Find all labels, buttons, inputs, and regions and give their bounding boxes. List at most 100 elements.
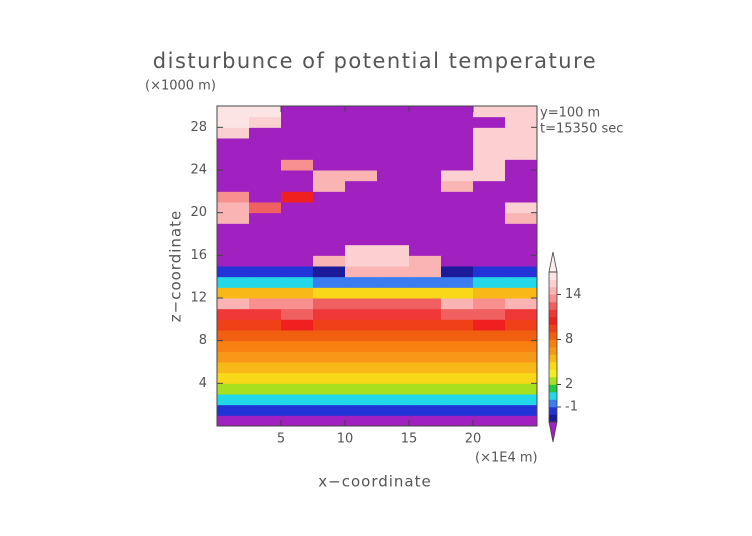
heat-cell — [217, 170, 250, 182]
plot-frame — [216, 105, 538, 427]
colorbar-bin — [549, 302, 557, 310]
heat-cell — [473, 255, 506, 267]
heat-cell — [409, 159, 442, 171]
heat-cell — [249, 202, 282, 214]
heat-cell — [281, 234, 314, 246]
heat-cell — [313, 394, 346, 406]
heat-cell — [505, 255, 538, 267]
heat-cell — [377, 266, 410, 278]
heat-cell — [441, 372, 474, 384]
heat-cell — [505, 244, 538, 256]
heat-cell — [217, 180, 250, 192]
heat-cell — [505, 351, 538, 363]
colorbar-bin — [549, 369, 557, 378]
heat-cell — [281, 351, 314, 363]
heat-cell — [409, 127, 442, 139]
heat-cell — [345, 362, 378, 374]
heat-cell — [217, 255, 250, 267]
heat-cell — [313, 116, 346, 128]
heat-cell — [281, 404, 314, 416]
heat-cell — [249, 212, 282, 224]
heat-cell — [281, 106, 314, 118]
heat-cell — [473, 234, 506, 246]
heat-cell — [441, 106, 474, 118]
heat-cell — [409, 106, 442, 118]
heat-cell — [473, 340, 506, 352]
heat-cell — [409, 170, 442, 182]
heat-cell — [473, 319, 506, 331]
heat-cell — [281, 202, 314, 214]
heat-cell — [441, 287, 474, 299]
x-tick-label: 15 — [401, 432, 418, 447]
heat-cell — [281, 308, 314, 320]
heat-cell — [217, 212, 250, 224]
colorbar-bin — [549, 332, 557, 340]
heat-cell — [505, 340, 538, 352]
colorbar-bin — [549, 414, 557, 423]
heat-cell — [345, 276, 378, 288]
heat-cell — [313, 383, 346, 395]
heat-cell — [409, 266, 442, 278]
y-unit: (×1000 m) — [145, 79, 216, 94]
heat-cell — [249, 308, 282, 320]
colorbar-bin — [549, 272, 557, 280]
heat-cell — [217, 362, 250, 374]
heat-cell — [281, 223, 314, 235]
heat-cell — [217, 298, 250, 310]
heat-cell — [249, 319, 282, 331]
heat-cell — [441, 159, 474, 171]
heat-cell — [345, 415, 378, 427]
heat-cell — [281, 383, 314, 395]
heat-cell — [345, 255, 378, 267]
heat-cell — [441, 234, 474, 246]
heat-cell — [217, 266, 250, 278]
heat-cell — [473, 212, 506, 224]
heat-cell — [409, 330, 442, 342]
y-tick-label: 24 — [190, 163, 207, 178]
heat-cell — [281, 394, 314, 406]
heat-cell — [441, 202, 474, 214]
x-axis-label: x−coordinate — [318, 473, 431, 491]
heat-cell — [217, 234, 250, 246]
heat-cell — [249, 287, 282, 299]
heat-cell — [313, 223, 346, 235]
heat-cell — [313, 138, 346, 150]
heat-cell — [377, 138, 410, 150]
heat-cell — [377, 330, 410, 342]
heat-cell — [249, 191, 282, 203]
heat-cell — [409, 404, 442, 416]
heat-cell — [249, 266, 282, 278]
heat-cell — [281, 212, 314, 224]
colorbar-bin — [549, 399, 557, 408]
heat-cell — [281, 372, 314, 384]
heat-cell — [345, 180, 378, 192]
heat-cell — [473, 138, 506, 150]
heat-cell — [345, 202, 378, 214]
heat-cell — [505, 148, 538, 160]
heat-cell — [505, 362, 538, 374]
colorbar-over — [548, 251, 558, 273]
heat-cell — [313, 127, 346, 139]
heat-cell — [441, 212, 474, 224]
heat-cell — [217, 330, 250, 342]
heat-cell — [313, 202, 346, 214]
x-tick-label: 5 — [277, 432, 285, 447]
heat-cell — [409, 308, 442, 320]
heat-cell — [249, 372, 282, 384]
heat-cell — [217, 191, 250, 203]
heat-cell — [441, 362, 474, 374]
heat-cell — [505, 404, 538, 416]
heat-cell — [505, 372, 538, 384]
heat-cell — [409, 287, 442, 299]
heat-cell — [249, 170, 282, 182]
heat-cell — [409, 244, 442, 256]
colorbar-bin — [549, 392, 557, 400]
heat-cell — [441, 383, 474, 395]
heat-cell — [441, 404, 474, 416]
heat-cell — [345, 266, 378, 278]
heat-cell — [441, 266, 474, 278]
heat-cell — [217, 351, 250, 363]
heat-cell — [217, 319, 250, 331]
colorbar-bin — [549, 347, 557, 355]
y-tick-label: 16 — [190, 248, 207, 263]
